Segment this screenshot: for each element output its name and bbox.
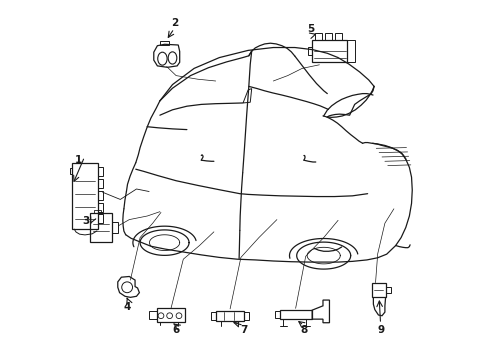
Bar (98, 167, 102, 176)
Bar (347, 40, 355, 62)
Text: 1: 1 (74, 155, 81, 165)
Text: 6: 6 (172, 325, 180, 336)
Bar (98, 179, 102, 188)
Text: 5: 5 (307, 24, 314, 34)
Bar (244, 312, 249, 320)
Bar (160, 41, 169, 45)
Bar (371, 283, 385, 297)
Bar (148, 311, 156, 319)
Bar (72, 163, 98, 229)
Bar (311, 40, 347, 62)
Text: 2: 2 (170, 18, 178, 28)
Text: 3: 3 (82, 216, 89, 226)
Text: 4: 4 (123, 302, 131, 312)
Bar (98, 191, 102, 200)
Bar (94, 210, 101, 213)
Bar (98, 214, 102, 223)
Bar (156, 308, 185, 322)
Bar (98, 203, 102, 212)
Bar (216, 311, 244, 321)
Bar (307, 47, 311, 55)
Bar (69, 168, 72, 174)
Bar (90, 213, 112, 242)
Text: 7: 7 (240, 325, 247, 336)
Text: 9: 9 (377, 325, 384, 336)
Bar (325, 33, 331, 40)
Bar (275, 311, 279, 318)
Bar (211, 312, 216, 320)
Text: 8: 8 (300, 325, 307, 336)
Bar (314, 33, 321, 40)
Bar (335, 33, 341, 40)
Bar (279, 310, 311, 319)
Bar (385, 287, 390, 293)
Bar (112, 222, 118, 233)
